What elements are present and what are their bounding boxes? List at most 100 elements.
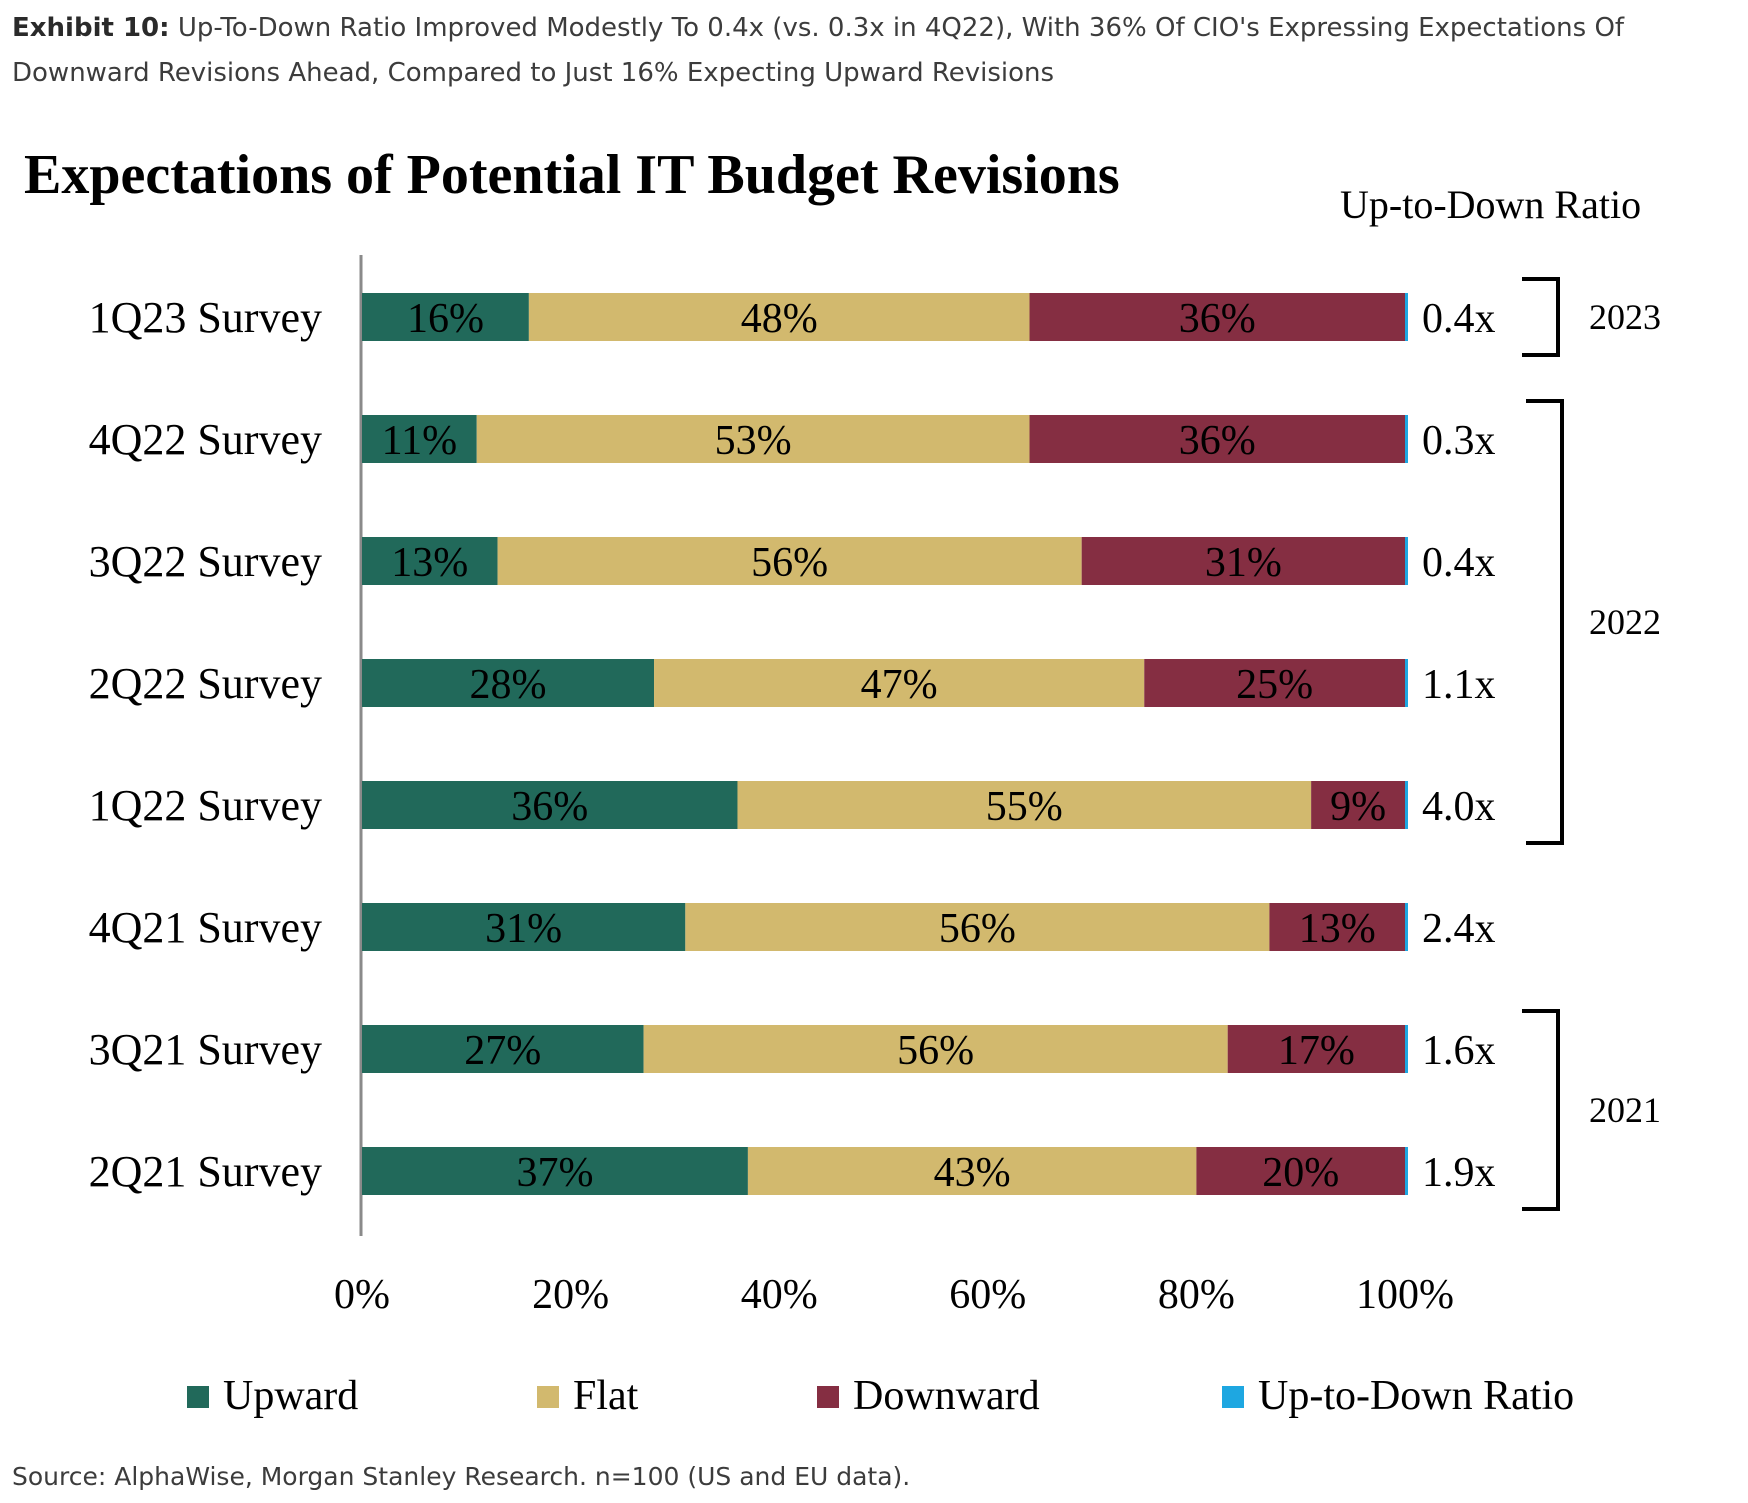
bar-label-upward-1q23-survey: 16% xyxy=(407,296,484,342)
bar-downward-2q21-survey xyxy=(1196,1147,1405,1195)
bar-flat-2q21-survey xyxy=(747,1147,1197,1195)
ratio-marker-2q22-survey xyxy=(1405,659,1408,707)
ratio-value-3q22-survey: 0.4x xyxy=(1422,540,1496,586)
category-label-1q22-survey: 1Q22 Survey xyxy=(89,781,322,830)
exhibit-caption: Exhibit 10: Up-To-Down Ratio Improved Mo… xyxy=(12,6,1742,96)
x-tick-60pct: 60% xyxy=(949,1272,1026,1318)
category-label-3q21-survey: 3Q21 Survey xyxy=(89,1025,322,1074)
bar-upward-3q21-survey xyxy=(362,1025,644,1073)
bar-label-flat-3q22-survey: 56% xyxy=(751,540,828,586)
category-label-1q23-survey: 1Q23 Survey xyxy=(89,293,322,342)
bar-flat-4q21-survey xyxy=(685,903,1270,951)
bar-label-flat-1q22-survey: 55% xyxy=(986,784,1063,830)
bar-flat-3q22-survey xyxy=(497,537,1082,585)
ratio-value-2q21-survey: 1.9x xyxy=(1422,1150,1496,1196)
bar-label-downward-1q23-survey: 36% xyxy=(1179,296,1256,342)
bar-upward-4q22-survey xyxy=(362,415,477,463)
ratio-value-3q21-survey: 1.6x xyxy=(1422,1028,1496,1074)
bar-upward-2q21-survey xyxy=(362,1147,748,1195)
ratio-value-4q21-survey: 2.4x xyxy=(1422,906,1496,952)
bar-downward-4q21-survey xyxy=(1269,903,1405,951)
x-tick-20pct: 20% xyxy=(532,1272,609,1318)
bar-upward-1q23-survey xyxy=(362,293,529,341)
legend-swatch-flat xyxy=(537,1386,559,1408)
bar-downward-2q22-survey xyxy=(1144,659,1405,707)
bar-label-downward-4q22-survey: 36% xyxy=(1179,418,1256,464)
bar-upward-1q22-survey xyxy=(362,781,738,829)
ratio-value-2q22-survey: 1.1x xyxy=(1422,662,1496,708)
bar-upward-2q22-survey xyxy=(362,659,655,707)
bar-label-downward-2q21-survey: 20% xyxy=(1262,1150,1339,1196)
bar-label-downward-3q21-survey: 17% xyxy=(1278,1028,1355,1074)
bar-flat-2q22-survey xyxy=(654,659,1145,707)
ratio-marker-4q22-survey xyxy=(1405,415,1408,463)
bar-label-flat-2q21-survey: 43% xyxy=(934,1150,1011,1196)
bracket-2021 xyxy=(1522,1009,1560,1211)
bar-label-upward-2q22-survey: 28% xyxy=(470,662,547,708)
bar-label-downward-3q22-survey: 31% xyxy=(1205,540,1282,586)
exhibit-label: Exhibit 10: xyxy=(12,13,170,43)
bar-label-flat-2q22-survey: 47% xyxy=(861,662,938,708)
bar-label-flat-4q21-survey: 56% xyxy=(939,906,1016,952)
bar-label-upward-3q21-survey: 27% xyxy=(464,1028,541,1074)
bar-label-upward-4q21-survey: 31% xyxy=(485,906,562,952)
bar-label-flat-3q21-survey: 56% xyxy=(897,1028,974,1074)
ratio-marker-3q22-survey xyxy=(1405,537,1408,585)
category-label-2q21-survey: 2Q21 Survey xyxy=(89,1147,322,1196)
bar-label-flat-4q22-survey: 53% xyxy=(715,418,792,464)
ratio-header: Up-to-Down Ratio xyxy=(1340,182,1641,227)
legend-label-up-to-down-ratio: Up-to-Down Ratio xyxy=(1258,1373,1574,1419)
year-label-2022: 2022 xyxy=(1589,602,1661,642)
bar-flat-4q22-survey xyxy=(476,415,1030,463)
bar-downward-1q22-survey xyxy=(1311,781,1405,829)
bar-downward-3q21-survey xyxy=(1227,1025,1405,1073)
x-axis-ticks: 0% 20% 40% 60% 80% 100% xyxy=(334,1272,1454,1318)
bar-label-upward-3q22-survey: 13% xyxy=(391,540,468,586)
source-note: Source: AlphaWise, Morgan Stanley Resear… xyxy=(12,1462,911,1491)
bar-label-downward-4q21-survey: 13% xyxy=(1299,906,1376,952)
legend-swatch-downward xyxy=(817,1386,839,1408)
category-label-4q21-survey: 4Q21 Survey xyxy=(89,903,322,952)
bar-label-flat-1q23-survey: 48% xyxy=(741,296,818,342)
year-label-2023: 2023 xyxy=(1589,297,1661,337)
x-tick-40pct: 40% xyxy=(741,1272,818,1318)
bar-label-upward-1q22-survey: 36% xyxy=(511,784,588,830)
legend-swatch-up-to-down-ratio xyxy=(1222,1386,1244,1408)
bar-flat-1q23-survey xyxy=(528,293,1030,341)
bars-group: 1Q23 Survey 16% 48% 36% 0.4x 4Q22 Survey 11% 53… xyxy=(89,293,1496,1196)
bar-downward-1q23-survey xyxy=(1029,293,1405,341)
x-tick-0pct: 0% xyxy=(334,1272,390,1318)
ratio-marker-3q21-survey xyxy=(1405,1025,1408,1073)
legend: Upward Flat Downward Up-to-Down Ratio xyxy=(187,1373,1574,1419)
ratio-marker-1q22-survey xyxy=(1405,781,1408,829)
bar-flat-3q21-survey xyxy=(643,1025,1228,1073)
ratio-marker-4q21-survey xyxy=(1405,903,1408,951)
year-label-2021: 2021 xyxy=(1589,1090,1661,1130)
bar-label-upward-2q21-survey: 37% xyxy=(516,1150,593,1196)
legend-label-upward: Upward xyxy=(223,1373,358,1419)
ratio-value-4q22-survey: 0.3x xyxy=(1422,418,1496,464)
bracket-2022 xyxy=(1526,399,1564,845)
ratio-value-1q22-survey: 4.0x xyxy=(1422,784,1496,830)
bar-label-downward-1q22-survey: 9% xyxy=(1330,784,1386,830)
bar-flat-1q22-survey xyxy=(737,781,1312,829)
legend-label-flat: Flat xyxy=(573,1373,639,1419)
category-label-4q22-survey: 4Q22 Survey xyxy=(89,415,322,464)
category-label-3q22-survey: 3Q22 Survey xyxy=(89,537,322,586)
chart-title: Expectations of Potential IT Budget Revi… xyxy=(24,144,1120,206)
legend-label-downward: Downward xyxy=(853,1373,1040,1419)
x-tick-100pct: 100% xyxy=(1356,1272,1454,1318)
x-tick-80pct: 80% xyxy=(1158,1272,1235,1318)
bar-label-downward-2q22-survey: 25% xyxy=(1236,662,1313,708)
bar-downward-4q22-survey xyxy=(1029,415,1405,463)
category-label-2q22-survey: 2Q22 Survey xyxy=(89,659,322,708)
exhibit-text: Up-To-Down Ratio Improved Modestly To 0.… xyxy=(12,13,1625,88)
ratio-value-1q23-survey: 0.4x xyxy=(1422,296,1496,342)
ratio-marker-2q21-survey xyxy=(1405,1147,1408,1195)
year-brackets: 2023 2022 2021 xyxy=(1522,277,1661,1211)
bar-downward-3q22-survey xyxy=(1081,537,1405,585)
bar-label-upward-4q22-survey: 11% xyxy=(382,418,457,464)
bracket-2023 xyxy=(1522,277,1560,357)
ratio-marker-1q23-survey xyxy=(1405,293,1408,341)
